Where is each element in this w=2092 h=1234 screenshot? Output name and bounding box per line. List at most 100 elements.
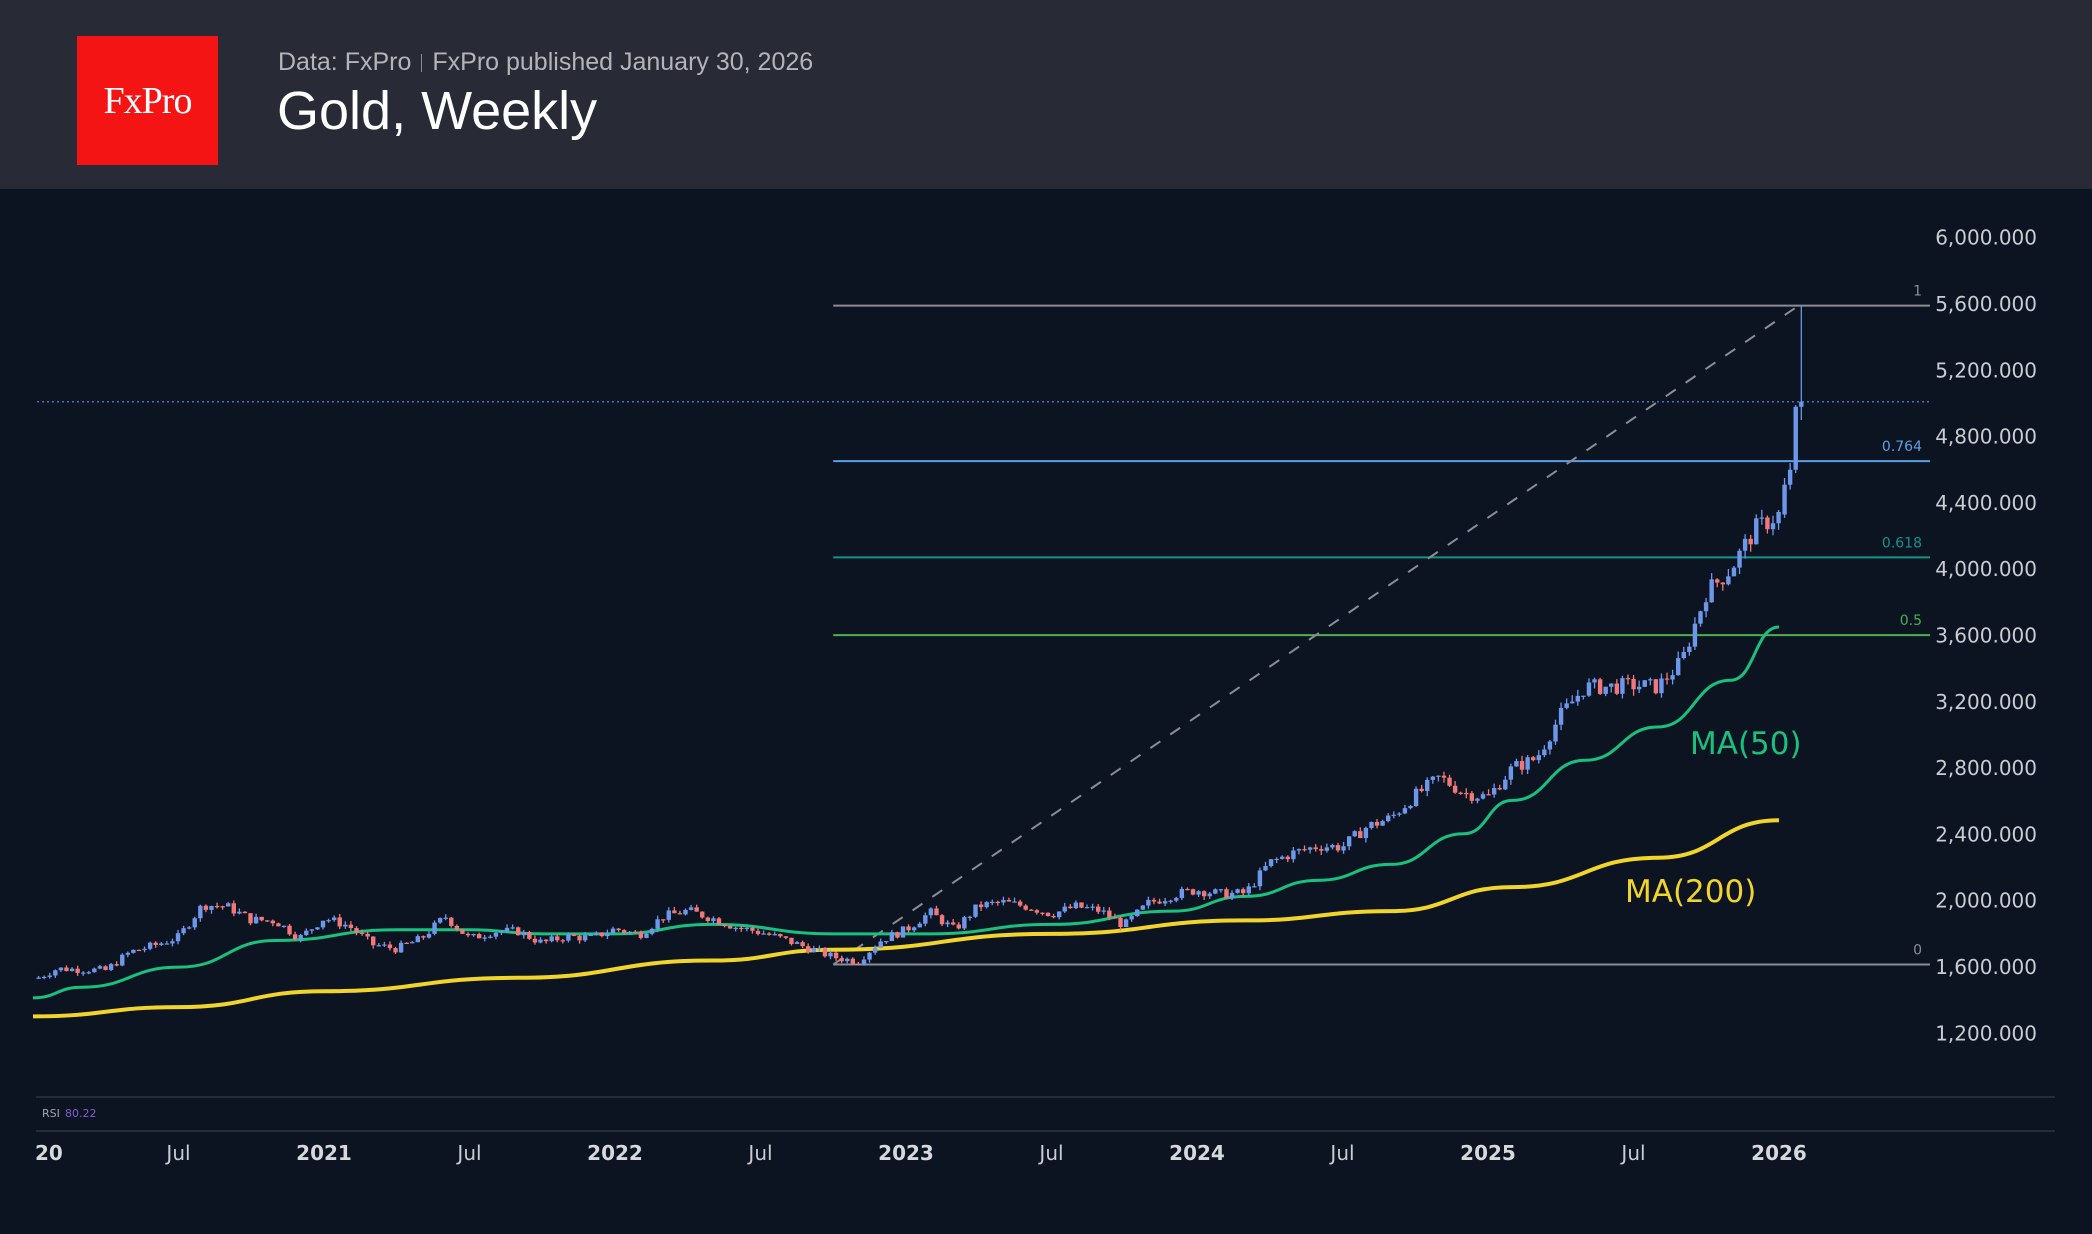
candle-up [69,968,75,972]
candle-down [839,958,844,962]
candle-up [315,927,320,930]
candle-up [923,915,928,924]
candle-down [978,904,984,908]
candle-up [131,949,136,953]
candle-up [627,931,632,933]
candle-down [1017,901,1023,906]
candle-down [136,949,142,952]
candle-down [1720,582,1726,585]
fib-level-label: 0.764 [1882,439,1922,455]
candle-up [1397,813,1402,815]
candle-up [1542,749,1547,756]
y-tick-label: 5,600.000 [1935,292,2037,316]
candle-up [1603,686,1608,694]
candle-down [1107,910,1112,918]
candle-up [1503,779,1508,790]
candle-up [209,906,214,910]
x-tick-label: 2024 [1169,1141,1225,1165]
candle-down [705,917,711,922]
candle-down [560,940,566,942]
candle-up [1263,866,1268,871]
candle-up [1742,538,1748,551]
x-tick-label: Jul [1328,1141,1354,1165]
candle-up [482,937,487,939]
candle-down [1631,678,1636,690]
separator [421,54,423,72]
candle-down [716,918,722,925]
fib-level-label: 0.5 [1900,613,1922,629]
candle-up [878,941,883,948]
candle-down [766,933,772,935]
candle-up [53,970,58,976]
candle-down [934,908,939,916]
candle-down [739,927,744,930]
candle-up [1408,805,1413,809]
candle-up [1547,741,1553,750]
candle-down [1029,909,1034,911]
candle-down [354,928,359,933]
published-date: FxPro published January 30, 2026 [432,48,814,76]
ma50-line [32,625,1780,1000]
candle-up [331,917,337,921]
candle-down [833,952,839,959]
candle-down [365,933,370,937]
candle-down [393,948,398,953]
candle-up [175,933,181,942]
candle-down [850,958,856,964]
candle-up [1380,821,1385,826]
y-tick-label: 4,400.000 [1935,491,2037,515]
candle-down [1302,849,1307,851]
y-tick-label: 1,200.000 [1935,1021,2037,1045]
candle-down [1157,901,1162,904]
candle-down [75,968,80,973]
y-tick-label: 2,000.000 [1935,889,2037,913]
candle-down [1023,905,1028,910]
candle-up [1352,831,1357,837]
candle-up [164,943,170,945]
candle-up [1196,891,1201,895]
candle-down [1285,856,1291,860]
candle-down [822,948,828,957]
candle-up [1324,847,1330,851]
candle-up [1330,845,1335,848]
candle-up [1001,899,1006,903]
candle-up [1636,686,1642,690]
y-tick-label: 2,800.000 [1935,756,2037,780]
candle-up [1246,886,1251,894]
candle-up [309,929,315,931]
candle-up [666,910,671,920]
candle-up [605,933,610,937]
candle-up [198,905,203,919]
candle-down [348,924,354,929]
candle-up [426,933,432,938]
candle-up [588,934,593,936]
y-tick-label: 2,400.000 [1935,822,2037,846]
candle-down [1079,902,1084,908]
candle-down [465,933,471,936]
candle-down [750,927,755,931]
candle-down [661,919,666,921]
candle-up [1062,906,1067,912]
candle-up [108,964,114,970]
candle-up [1659,678,1664,694]
candle-up [343,924,348,927]
candle-down [638,932,644,938]
fxpro-logo: FxPro [77,36,218,165]
candle-up [1799,401,1804,407]
candle-up [1280,856,1285,859]
candle-up [984,902,989,908]
candle-down [700,911,705,918]
candle-up [1620,678,1625,694]
candle-up [811,948,816,953]
candle-up [649,928,655,934]
candle-up [1782,484,1787,515]
candle-up [147,942,153,949]
candle-up [828,952,833,957]
candle-up [1179,888,1185,899]
candle-up [917,923,922,928]
y-tick-label: 6,000.000 [1935,226,2037,250]
x-tick-label: 2022 [587,1141,643,1165]
candle-down [1006,899,1012,902]
candle-down [800,942,805,947]
